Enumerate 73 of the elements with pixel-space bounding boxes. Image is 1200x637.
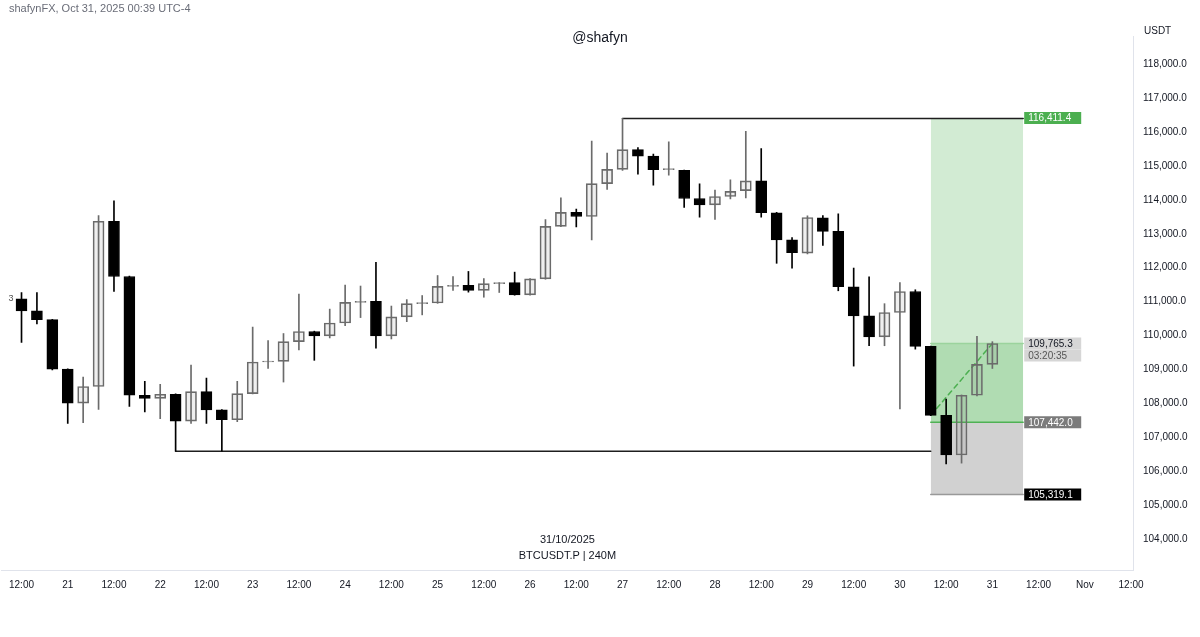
x-tick-label: 28 (709, 578, 721, 590)
candlestick (601, 152, 613, 190)
candlestick (662, 141, 675, 176)
y-tick-label: 104,000.0 (1143, 532, 1188, 544)
x-tick-label: 12:00 (9, 578, 35, 590)
y-tick-label: 105,000.0 (1143, 498, 1188, 510)
x-tick-label: 12:00 (101, 578, 127, 590)
candlestick (585, 140, 598, 241)
candlestick (231, 381, 244, 423)
x-tick-label: 21 (62, 578, 74, 590)
y-tick-label: 117,000.0 (1143, 91, 1188, 103)
annotation: 105,319.1 (1028, 488, 1074, 500)
candlestick (400, 299, 413, 322)
x-tick-label: 31 (986, 578, 999, 590)
x-tick-label: 12:00 (1026, 578, 1052, 590)
candlestick (216, 409, 228, 452)
x-tick-label: 26 (524, 578, 537, 590)
y-tick-label: 115,000.0 (1143, 159, 1188, 171)
y-tick-label: 118,000.0 (1143, 57, 1188, 69)
x-tick-label: 30 (894, 578, 906, 590)
candlestick (138, 381, 151, 413)
candlestick (339, 284, 351, 327)
text: shafynFX, Oct 31, 2025 00:39 UTC-4 (9, 2, 191, 14)
y-tick-label: 107,000.0 (1143, 431, 1188, 443)
y-tick-label: 109,000.0 (1143, 363, 1188, 375)
y-tick-label: 106,000.0 (1143, 465, 1188, 477)
candlestick (246, 326, 259, 395)
y-tick-label: 116,000.0 (1143, 125, 1188, 137)
annotation: BTCUSDT.P | 240M (518, 549, 617, 562)
x-tick-label: 23 (247, 578, 259, 590)
x-tick-label: 22 (154, 578, 167, 590)
x-tick-label: 12:00 (193, 578, 220, 590)
x-tick-label: 12:00 (286, 578, 312, 590)
x-tick-label: 12:00 (656, 578, 682, 590)
y-tick-label: 113,000.0 (1143, 227, 1188, 239)
x-tick-label: 25 (432, 578, 444, 590)
annotation: 03:20:35 (1028, 349, 1068, 361)
x-tick-label: 29 (801, 578, 814, 590)
candlestick (971, 335, 983, 397)
annotation: 3 (8, 293, 14, 304)
candlestick (293, 293, 305, 351)
candlestick (308, 330, 321, 361)
y-tick-label: 108,000.0 (1143, 397, 1188, 409)
candlestick (77, 376, 89, 424)
annotation: 116,411.4 (1028, 112, 1072, 124)
candlestick (416, 295, 429, 316)
candlestick (323, 308, 336, 339)
x-tick-label: 27 (616, 578, 629, 590)
candlestick (709, 189, 721, 220)
y-axis-title: USDT (1144, 24, 1172, 36)
candlestick (262, 340, 274, 369)
x-tick-label: Nov (1075, 578, 1094, 590)
x-tick-label: 24 (339, 578, 352, 590)
candlestick (894, 282, 906, 410)
annotation: 109,765.3 (1028, 337, 1074, 349)
annotation: 31/10/2025 (539, 533, 595, 546)
x-tick-label: 12:00 (933, 578, 960, 590)
y-tick-label: 112,000.0 (1143, 261, 1188, 273)
candlestick (739, 131, 752, 199)
x-tick-label: 12:00 (471, 578, 497, 590)
y-tick-label: 111,000.0 (1143, 295, 1187, 307)
candlestick (185, 364, 197, 424)
x-tick-label: 12:00 (563, 578, 590, 590)
x-tick-label: 12:00 (748, 578, 775, 590)
x-tick-label: 12:00 (841, 578, 867, 590)
chart-title: @shafyn (572, 28, 628, 45)
annotation: 107,442.0 (1028, 416, 1074, 428)
x-tick-label: 12:00 (378, 578, 405, 590)
candlestick (478, 278, 490, 298)
x-tick-label: 12:00 (1118, 578, 1145, 590)
y-tick-label: 110,000.0 (1143, 329, 1188, 341)
y-tick-label: 114,000.0 (1143, 193, 1188, 205)
candlestick (154, 384, 167, 420)
